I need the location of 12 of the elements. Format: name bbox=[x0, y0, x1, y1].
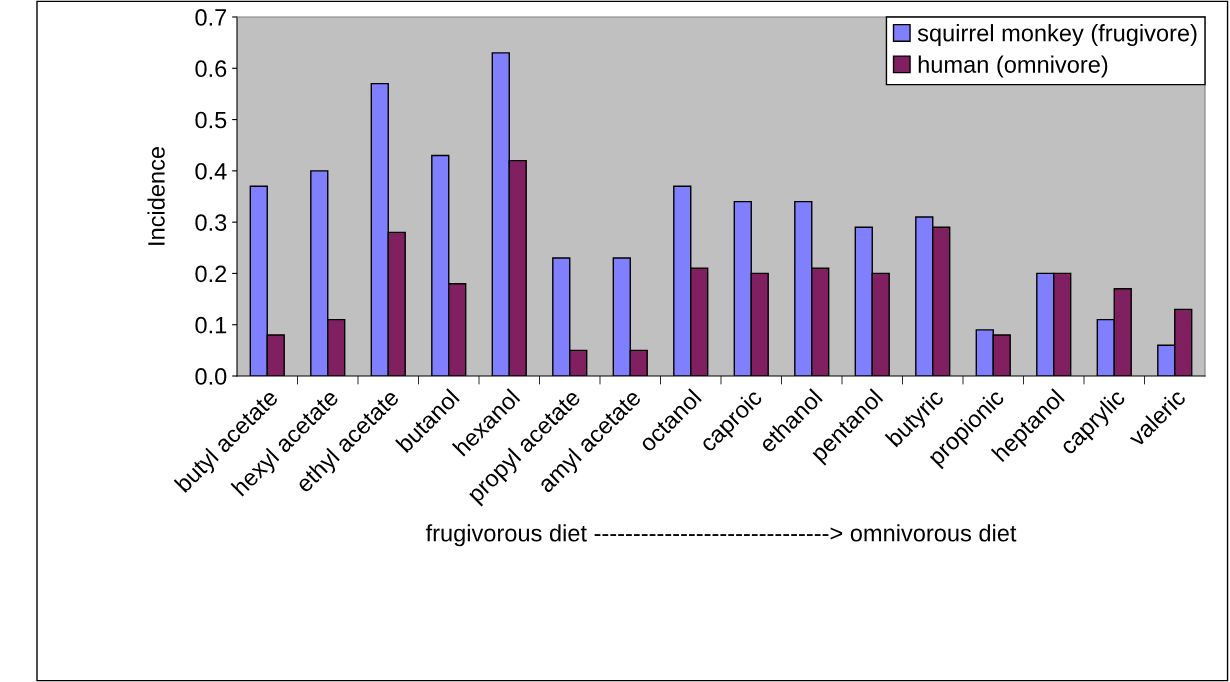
y-tick-label: 0.1 bbox=[195, 316, 227, 334]
y-tick-label: 0.7 bbox=[195, 9, 227, 26]
y-tick-label: 0.3 bbox=[195, 214, 227, 231]
y-tick-label: 0.0 bbox=[195, 368, 227, 385]
y-tick-label: 0.6 bbox=[195, 60, 227, 78]
y-tick-label: 0.4 bbox=[195, 162, 227, 180]
y-tick-label: 0.5 bbox=[195, 111, 227, 129]
legend-label: human (omnivore) bbox=[918, 55, 1108, 78]
x-axis-title: frugivorous diet ------------------------------> omnivorous diet bbox=[425, 524, 1017, 547]
y-axis-title: Incidence bbox=[147, 147, 165, 245]
legend-label: squirrel monkey (frugivore) bbox=[917, 24, 1197, 47]
y-tick-label: 0.2 bbox=[195, 265, 227, 283]
